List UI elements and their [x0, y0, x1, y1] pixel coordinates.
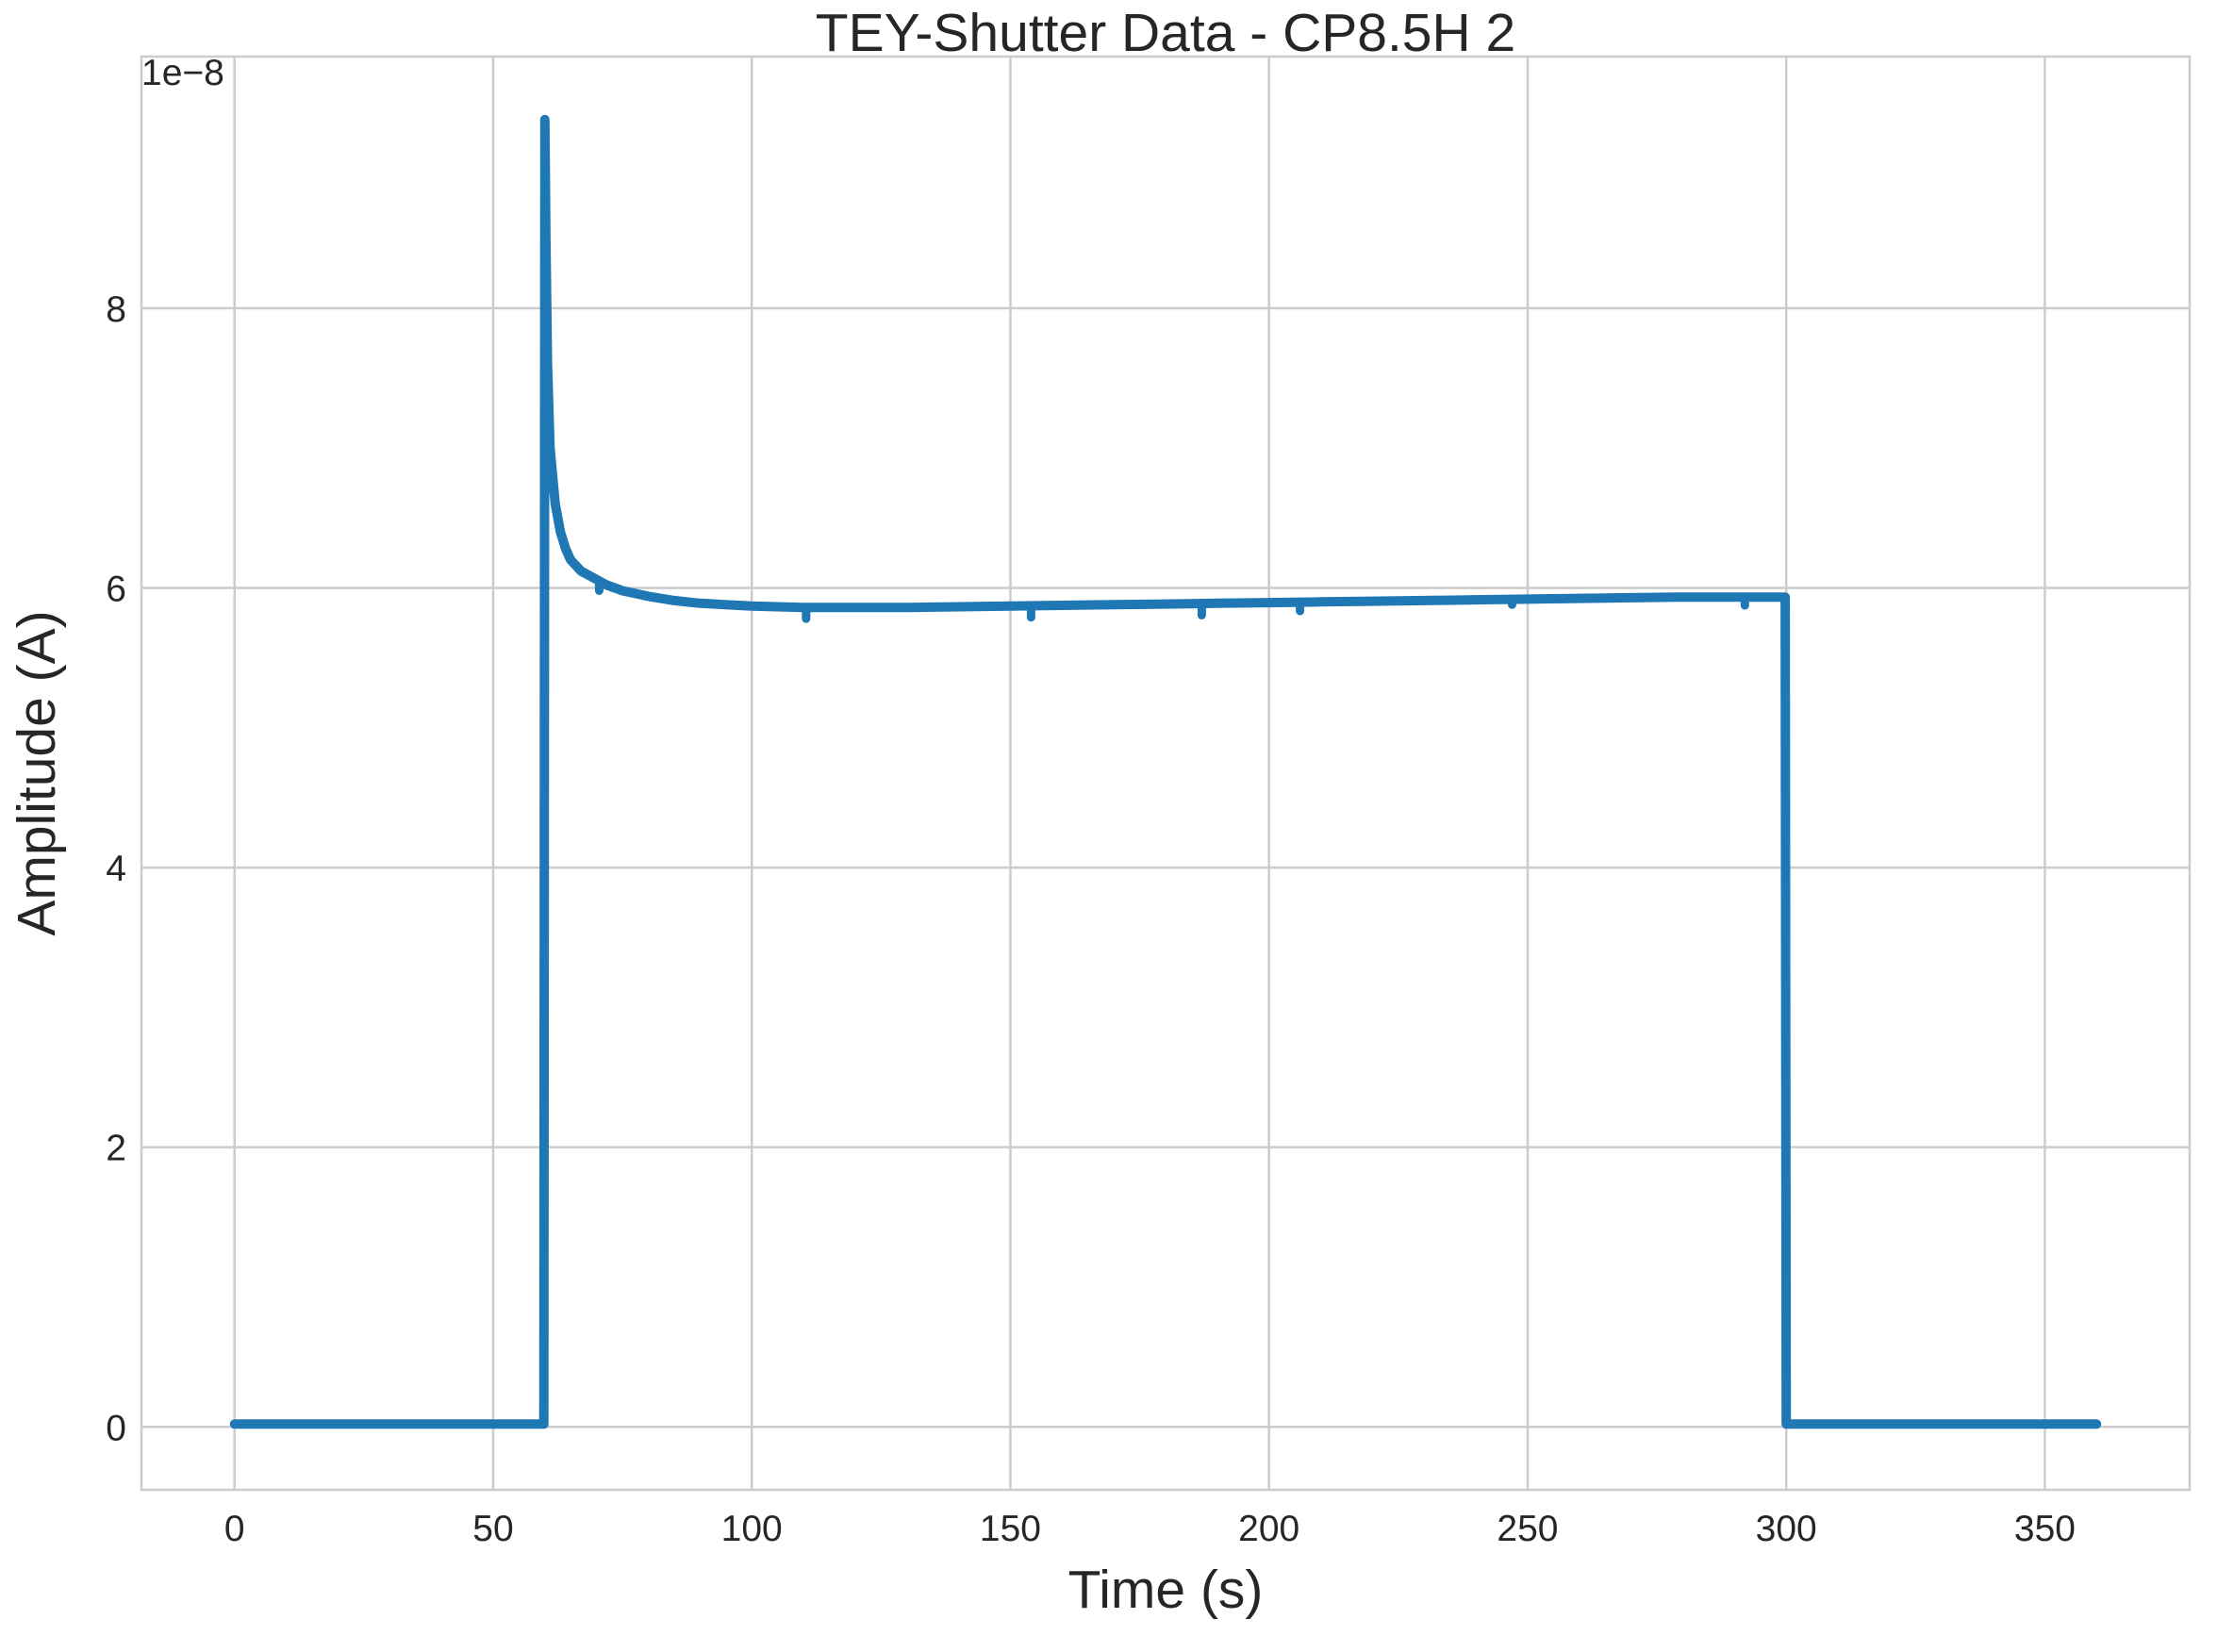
y-offset-label: 1e−8	[141, 53, 224, 93]
y-tick-label: 0	[106, 1408, 126, 1448]
x-tick-label: 150	[980, 1509, 1041, 1549]
x-axis-label: Time (s)	[1068, 1560, 1264, 1620]
x-tick-label: 50	[472, 1509, 513, 1549]
series-layer	[229, 114, 2102, 1429]
y-axis-label: Amplitude (A)	[7, 610, 67, 935]
series-line	[229, 114, 2102, 1429]
x-tick-label: 100	[721, 1509, 783, 1549]
y-tick-label: 6	[106, 570, 126, 610]
chart-title: TEY-Shutter Data - CP8.5H 2	[816, 3, 1515, 63]
x-tick-label: 250	[1497, 1509, 1558, 1549]
x-tick-label: 200	[1238, 1509, 1299, 1549]
tick-label-layer: 0 50 100 150 200 250 300 350 0 2 4 6 8	[106, 289, 2076, 1549]
grid-layer	[141, 57, 2190, 1490]
x-tick-label: 300	[1756, 1509, 1817, 1549]
y-tick-label: 4	[106, 849, 126, 889]
plot-frame	[140, 55, 2192, 1492]
x-tick-label: 350	[2014, 1509, 2076, 1549]
x-tick-label: 0	[224, 1509, 245, 1549]
y-tick-label: 2	[106, 1129, 126, 1169]
y-tick-label: 8	[106, 289, 126, 330]
